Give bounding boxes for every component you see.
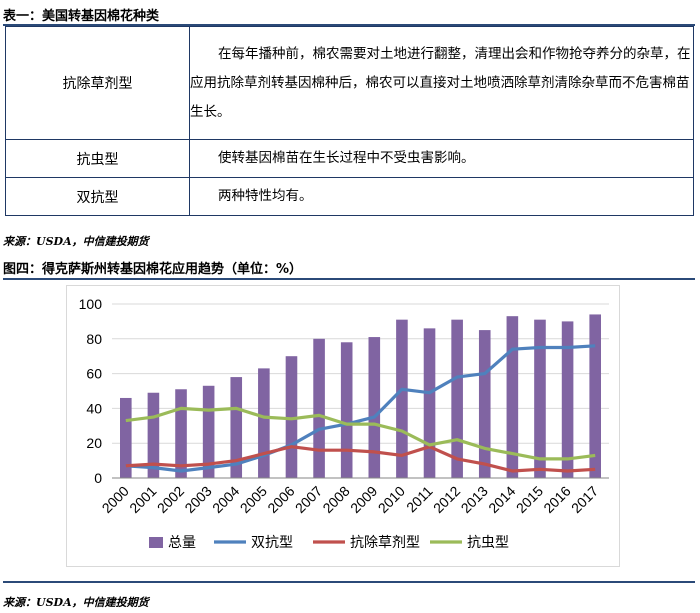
- bar-2012: [451, 319, 463, 478]
- bar-2000: [120, 397, 132, 478]
- type-cell: 抗除草剂型: [5, 26, 190, 140]
- cotton-types-table: 抗除草剂型 在每年播种前，棉农需要对土地进行翻整，清理出会和作物抢夺养分的杂草，…: [5, 26, 694, 216]
- legend-swatch-0: [149, 537, 163, 548]
- x-tick-label: 2012: [430, 483, 463, 516]
- bar-2013: [478, 330, 491, 478]
- figure-source: 来源：USDA，中信建投期货: [3, 596, 149, 609]
- bar-2008: [340, 342, 353, 478]
- figure-title-rule: [3, 278, 695, 280]
- x-tick-label: 2011: [403, 483, 436, 516]
- x-tick-label: 2014: [485, 483, 518, 516]
- bar-2010: [396, 319, 408, 478]
- x-tick-label: 2004: [209, 483, 242, 516]
- legend-label: 抗除草剂型: [350, 534, 420, 550]
- type-cell: 双抗型: [5, 177, 190, 216]
- bar-2005: [258, 368, 270, 478]
- legend-label: 总量: [168, 534, 196, 550]
- table-row: 抗除草剂型 在每年播种前，棉农需要对土地进行翻整，清理出会和作物抢夺养分的杂草，…: [5, 26, 694, 140]
- figure-title: 图四：得克萨斯州转基因棉花应用趋势（单位：%）: [3, 262, 303, 277]
- legend-label: 抗虫型: [467, 534, 509, 550]
- legend-label: 双抗型: [251, 534, 293, 550]
- bar-2014: [506, 316, 519, 478]
- x-tick-label: 2010: [375, 483, 408, 516]
- bar-2002: [175, 389, 187, 478]
- x-tick-label: 2008: [319, 483, 352, 516]
- desc-cell: 两种特性均有。: [189, 177, 694, 216]
- x-tick-label: 2007: [292, 483, 325, 516]
- series-line-2: [125, 445, 596, 473]
- x-tick-label: 2000: [99, 483, 132, 516]
- bar-2011: [423, 328, 436, 478]
- bar-2015: [534, 319, 546, 478]
- desc-cell: 在每年播种前，棉农需要对土地进行翻整，清理出会和作物抢夺养分的杂草，在应用抗除草…: [189, 26, 694, 140]
- y-tick-label: 100: [79, 296, 103, 312]
- x-tick-label: 2005: [237, 483, 270, 516]
- y-tick-label: 80: [86, 331, 102, 347]
- x-tick-label: 2003: [181, 483, 214, 516]
- x-tick-label: 2015: [513, 483, 546, 516]
- x-tick-label: 2016: [540, 483, 573, 516]
- table-source: 来源：USDA，中信建投期货: [3, 235, 149, 248]
- bar-2003: [202, 385, 215, 478]
- bar-2009: [368, 337, 381, 478]
- bottom-rule: [3, 581, 695, 583]
- series-line-3: [125, 406, 596, 461]
- title-rule: [3, 24, 695, 26]
- bar-2016: [561, 321, 574, 478]
- table-row: 抗虫型 使转基因棉苗在生长过程中不受虫害影响。: [5, 139, 694, 178]
- bar-2004: [230, 377, 243, 478]
- bar-2017: [589, 314, 601, 478]
- x-tick-label: 2017: [568, 483, 601, 516]
- trend-chart: 0 20 40 60 80 100 2000200120022003200420052006…: [79, 296, 609, 550]
- y-tick-label: 20: [86, 435, 102, 451]
- table-row: 双抗型 两种特性均有。: [5, 177, 694, 216]
- bar-2001: [147, 392, 160, 478]
- desc-cell: 使转基因棉苗在生长过程中不受虫害影响。: [189, 139, 694, 178]
- y-tick-label: 60: [86, 366, 102, 382]
- table-title: 表一：美国转基因棉花种类: [3, 9, 160, 24]
- chart-container: 0 20 40 60 80 100 2000 2001 2002 2003 2004 2005 2006…: [66, 285, 620, 567]
- x-tick-label: 2009: [347, 483, 380, 516]
- bar-2006: [285, 356, 298, 478]
- bar-2007: [313, 338, 325, 478]
- y-tick-label: 40: [86, 400, 102, 416]
- y-tick-label: 0: [94, 470, 102, 486]
- type-cell: 抗虫型: [5, 139, 190, 178]
- x-tick-label: 2013: [458, 483, 491, 516]
- series-line-1: [125, 344, 596, 473]
- x-tick-label: 2006: [264, 483, 297, 516]
- x-tick-label: 2002: [154, 483, 187, 516]
- x-tick-label: 2001: [126, 483, 159, 516]
